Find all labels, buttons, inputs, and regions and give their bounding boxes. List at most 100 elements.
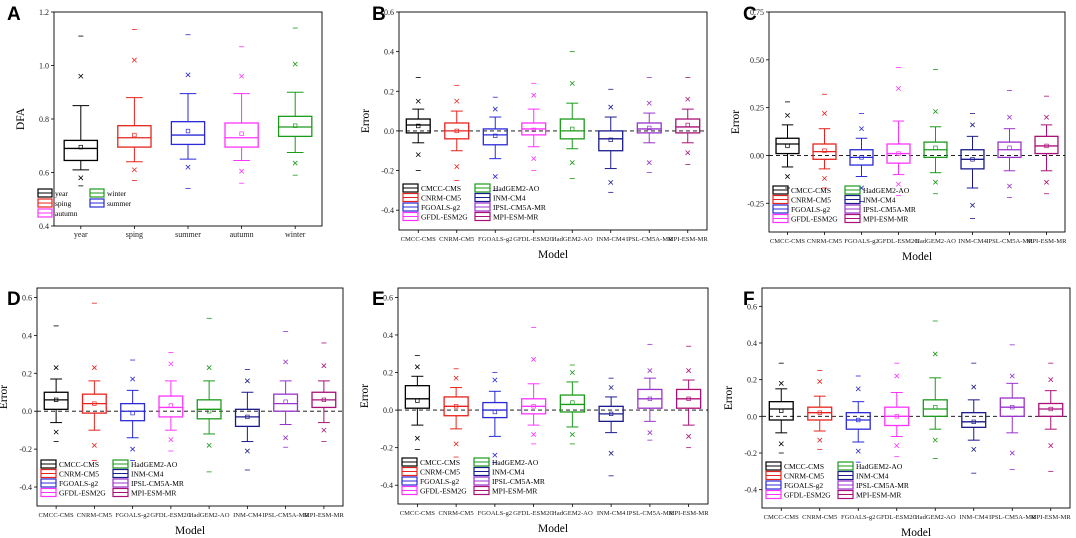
outlier-x-marker [292,61,298,67]
box-iqr [775,137,800,155]
y-axis-title: Error [0,385,10,409]
legend-item-ipsl-cm5a-mr: IPSL-CM5A-MR [473,476,545,486]
x-tick-label: GFDL-ESM2G [513,510,554,517]
outlier-x-marker [414,435,420,441]
mean-marker [293,123,298,128]
outlier-x-marker [131,57,137,63]
box-cmcc-cms [768,362,794,454]
plot-frame [397,287,709,505]
x-tick-label: MPI-ESM-MR [1027,238,1068,245]
mean-marker [239,131,244,136]
box-iqr [120,402,146,422]
legend-label: FGOALS-g2 [791,205,830,214]
legend-label: GFDL-ESM2G [791,215,838,224]
y-tick-label: 0.25 [750,104,764,113]
legend-item-cmcc-cms: CMCC-CMS [402,183,461,193]
mean-marker [817,410,822,415]
outlier-x-marker [91,365,97,371]
x-axis-title: Model [902,251,932,263]
legend-label: HadGEM2-AO [493,184,540,193]
box-iqr [1034,135,1059,155]
outlier-x-marker [608,385,614,391]
box-inm-cm4 [234,369,260,471]
y-tick-label: -0.2 [19,445,32,454]
box-hadgem2-ao [923,68,948,195]
outlier-x-marker [454,98,460,104]
mean-marker [531,404,536,409]
legend-item-summer: summer [89,198,132,208]
legend-item-autumn: autumn [37,208,78,218]
x-tick-label: INM-CM4 [959,514,988,521]
legend: year winter sping summer autumn [37,188,132,218]
legend-label: INM-CM4 [492,468,525,477]
outlier-x-marker [239,168,245,174]
box-cnrm-cm5 [807,370,833,450]
box-ipsl-cm5a-mr [999,344,1025,470]
x-tick-label: FGOALS-g2 [478,510,512,517]
mean-marker [453,404,459,409]
outlier-x-marker [569,160,575,166]
box-fgoals-g2 [482,96,508,191]
box-autumn [224,46,259,184]
y-tick-label: 1.2 [39,8,49,17]
outlier-x-marker [78,73,84,79]
x-tick-label: HadGEM2-AO [552,236,593,243]
mean-marker [859,155,864,160]
legend-label: CMCC-CMS [59,460,99,469]
y-tick-label: 0.2 [747,376,757,385]
legend-item-cmcc-cms: CMCC-CMS [40,459,99,469]
outlier-x-marker [130,446,136,452]
mean-marker [283,399,288,404]
outlier-x-marker [321,363,327,369]
legend-label: autumn [55,209,78,218]
outlier-x-marker [896,181,901,187]
box-ipsl-cm5a-mr [637,343,663,441]
x-tick-label: HadGEM2-AO [915,514,956,521]
y-tick-label: 0.6 [39,169,49,178]
mean-marker [1044,143,1049,149]
legend-label: sping [55,199,72,208]
outlier-x-marker [415,98,421,104]
legend-item-hadgem2-ao: HadGEM2-AO [112,459,178,469]
y-tick-label: 0.50 [750,56,764,65]
box-iqr [845,412,871,430]
x-tick-label: FGOALS-g2 [478,236,512,243]
box-summer [170,34,206,189]
outlier-x-marker [822,175,827,181]
panel-letter: C [743,4,757,25]
legend-item-fgoals-g2: FGOALS-g2 [402,202,460,212]
panel-letter: D [7,289,21,310]
box-mpi-esm-mr [1034,95,1059,195]
outlier-x-marker [894,373,900,379]
box-cnrm-cm5 [444,84,470,181]
outlier-x-marker [91,442,97,448]
outlier-x-marker [531,156,537,162]
plot-frame [398,11,708,231]
mean-marker [454,128,459,134]
y-axis-title: Error [360,109,372,133]
legend-label: CNRM-CM5 [791,196,831,205]
outlier-x-marker [130,376,136,382]
outlier-x-marker [608,179,614,185]
outlier-x-marker [608,104,614,110]
outlier-x-marker [785,112,790,118]
outlier-x-marker [1044,179,1049,185]
outlier-x-marker [647,368,653,374]
legend-item-cmcc-cms: CMCC-CMS [401,457,460,467]
y-tick-label: -0.4 [380,481,393,490]
legend-label: IPSL-CM5A-MR [856,481,909,490]
x-tick-label: IPSL-CM5A-MR [626,236,673,243]
outlier-x-marker [53,429,59,435]
x-tick-label: CNRM-CM5 [807,238,843,245]
legend-item-fgoals-g2: FGOALS-g2 [772,204,830,214]
box-iqr [807,406,833,421]
y-tick-label: -0.4 [381,206,394,215]
x-tick-label: IPSL-CM5A-MR [262,512,309,519]
legend-label: CNRM-CM5 [59,470,99,479]
box-iqr [158,395,184,418]
outlier-x-marker [492,174,498,179]
